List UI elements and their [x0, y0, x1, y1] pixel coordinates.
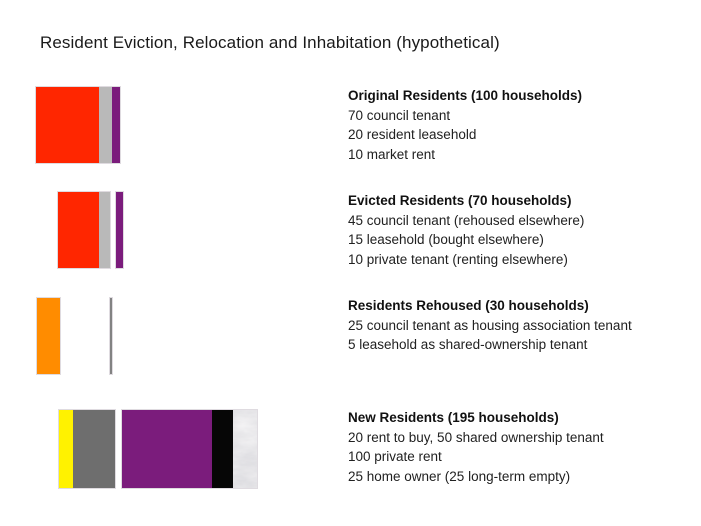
- row-text-new-residents-195-households: New Residents (195 households) 20 rent to…: [348, 408, 688, 486]
- bar-group: [121, 409, 258, 489]
- bar-group: [109, 297, 113, 375]
- bar-segment-resident-leasehold: [99, 87, 112, 163]
- bar-segment-rent-to-buy: [59, 410, 73, 488]
- row-line: 5 leasehold as shared-ownership tenant: [348, 337, 588, 352]
- bar-segment-council-tenant: [36, 87, 99, 163]
- page-title: Resident Eviction, Relocation and Inhabi…: [40, 33, 500, 52]
- bar-segment-home-owner: [212, 410, 233, 488]
- bar-group: [115, 191, 124, 269]
- row-heading: Evicted Residents (70 households): [348, 193, 572, 208]
- row-line: 15 leasehold (bought elsewhere): [348, 232, 544, 247]
- bar-row-original-residents-100-households: [35, 86, 121, 164]
- bar-segment-market-rent: [112, 87, 120, 163]
- bar-row-residents-rehoused-30-households: [36, 297, 113, 375]
- row-line: 45 council tenant (rehoused elsewhere): [348, 212, 585, 228]
- row-line: 25 home owner (25 long-term empty): [348, 468, 571, 484]
- bar-segment-council-tenant-as-housing-association-tenant: [37, 298, 60, 374]
- row-heading: Residents Rehoused (30 households): [348, 298, 589, 313]
- bar-group: [57, 191, 111, 269]
- bar-row-evicted-residents-70-households: [57, 191, 124, 269]
- row-line: 20 rent to buy, 50 shared ownership tena…: [348, 429, 604, 445]
- bar-group: [35, 86, 121, 164]
- row-line: 70 council tenant: [348, 107, 451, 123]
- row-line: 25 council tenant as housing association…: [348, 317, 632, 333]
- bar-segment-shared-ownership-tenant: [73, 410, 115, 488]
- row-text-original-residents-100-households: Original Residents (100 households) 70 co…: [348, 86, 688, 164]
- bar-segment-council-tenant-rehoused-elsewhere: [58, 192, 99, 268]
- bar-segment-private-rent: [122, 410, 212, 488]
- row-line: 100 private rent: [348, 449, 442, 464]
- row-line: 20 resident leasehold: [348, 127, 477, 142]
- row-text-evicted-residents-70-households: Evicted Residents (70 households) 45 coun…: [348, 191, 688, 269]
- bar-row-new-residents-195-households: [58, 409, 258, 489]
- row-line: 10 market rent: [348, 146, 436, 162]
- bar-segment-leasehold-as-shared-ownership-tenant: [110, 298, 112, 374]
- marble-texture: [233, 410, 257, 488]
- bar-group: [58, 409, 116, 489]
- row-line: 10 private tenant (renting elsewhere): [348, 251, 568, 267]
- bar-group: [36, 297, 61, 375]
- bar-segment-long-term-empty: [233, 410, 257, 488]
- bar-segment-private-tenant-renting-elsewhere: [116, 192, 123, 268]
- row-heading: New Residents (195 households): [348, 410, 559, 425]
- bar-segment-leasehold-bought-elsewhere: [99, 192, 110, 268]
- row-heading: Original Residents (100 households): [348, 88, 583, 103]
- row-text-residents-rehoused-30-households: Residents Rehoused (30 households) 25 cou…: [348, 296, 688, 355]
